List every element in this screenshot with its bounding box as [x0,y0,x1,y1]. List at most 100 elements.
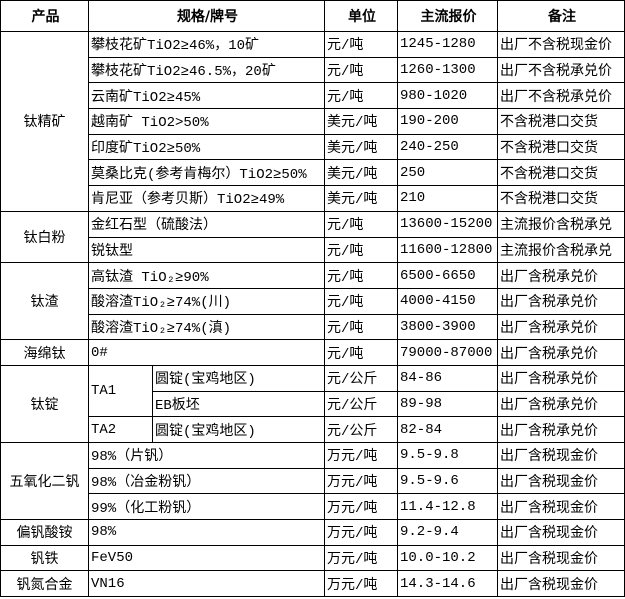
table-row: 五氧化二钒 98%（片钒） 万元/吨 9.5-9.8 出厂含税现金价 [0,441,625,521]
unit-cell: 万元/吨 [324,519,398,546]
unit-cell: 元/公斤 [324,416,398,443]
note-cell: 出厂含税承兑价 [497,390,625,418]
unit-cell: 元/公斤 [324,390,398,418]
table-row: 攀枝花矿TiO2≥46.5%，20矿 元/吨 1260-1300 出厂不含税承兑价 [1,56,625,84]
unit-cell: 元/吨 [324,287,398,315]
grade-cell: TA2 [88,416,153,443]
header-row: 产品 规格/牌号 单位 主流报价 备注 [0,0,625,32]
unit-cell: 元/吨 [324,313,398,341]
grade-cell: TA1 [88,364,153,418]
header-note: 备注 [497,0,625,32]
product-cell: 五氧化二钒 [0,441,89,521]
unit-cell: 元/吨 [324,82,398,110]
note-cell: 出厂含税现金价 [497,544,625,572]
note-cell: 不含税港口交货 [497,185,625,212]
spec-cell: 肯尼亚（参考贝斯）TiO2≥49% [88,185,325,212]
spec-cell: 攀枝花矿TiO2≥46%，10矿 [88,31,325,58]
unit-cell: 万元/吨 [324,570,398,598]
header-price: 主流报价 [397,0,498,32]
spec-cell: 98%（片钒） [88,442,325,469]
spec-cell: 高钛渣 TiO₂≥90% [88,262,325,289]
unit-cell: 元/吨 [324,31,398,58]
unit-cell: 元/吨 [324,262,398,289]
table-row: 钒铁 FeV50 万元/吨 10.0-10.2 出厂含税现金价 [0,544,625,572]
table-row: 钛精矿 攀枝花矿TiO2≥46%，10矿 元/吨 1245-1280 出厂不含税现金价 [0,31,625,212]
price-cell: 190-200 [397,108,498,135]
unit-cell: 美元/吨 [324,108,398,135]
table-row: TA2 圆锭(宝鸡地区) 元/公斤 82-84 出厂含税承兑价 [1,416,625,443]
spec-cell: EB板坯 [152,390,325,418]
note-cell: 出厂不含税承兑价 [497,82,625,110]
note-cell: 不含税港口交货 [497,159,625,187]
note-cell: 主流报价含税承兑 [497,236,625,264]
price-cell: 250 [397,159,498,187]
table-row: 肯尼亚（参考贝斯）TiO2≥49% 美元/吨 210 不含税港口交货 [1,185,625,212]
price-cell: 82-84 [397,416,498,443]
table-row: 莫桑比克(参考肯梅尔）TiO2≥50% 美元/吨 250 不含税港口交货 [1,159,625,187]
table-row: 98%（冶金粉钒） 万元/吨 9.5-9.6 出厂含税现金价 [1,467,625,495]
price-cell: 3800-3900 [397,313,498,341]
price-cell: 210 [397,185,498,212]
table-row: 云南矿TiO2≥45% 元/吨 980-1020 出厂不含税承兑价 [1,82,625,110]
note-cell: 出厂含税现金价 [497,467,625,495]
unit-cell: 万元/吨 [324,467,398,495]
note-cell: 出厂含税现金价 [497,519,625,546]
unit-cell: 元/吨 [324,236,398,264]
spec-cell: 云南矿TiO2≥45% [88,82,325,110]
unit-cell: 美元/吨 [324,133,398,161]
price-cell: 9.2-9.4 [397,519,498,546]
product-cell: 钛锭 [0,364,89,444]
spec-cell: 圆锭(宝鸡地区) [152,416,325,443]
price-cell: 10.0-10.2 [397,544,498,572]
price-cell: 9.5-9.8 [397,442,498,469]
product-cell: 钛白粉 [0,210,89,264]
spec-cell: 攀枝花矿TiO2≥46.5%，20矿 [88,56,325,84]
unit-cell: 万元/吨 [324,493,398,521]
price-cell: 1245-1280 [397,31,498,58]
table-row: 钒氮合金 VN16 万元/吨 14.3-14.6 出厂含税现金价 [0,570,625,598]
table-row: 锐钛型 元/吨 11600-12800 主流报价含税承兑 [1,236,625,264]
note-cell: 出厂含税承兑价 [497,416,625,443]
price-cell: 240-250 [397,133,498,161]
table-row: 酸溶渣TiO₂≥74%(滇) 元/吨 3800-3900 出厂含税承兑价 [1,313,625,341]
product-cell: 钛精矿 [0,31,89,212]
spec-cell: VN16 [88,570,325,598]
price-cell: 11600-12800 [397,236,498,264]
unit-cell: 万元/吨 [324,544,398,572]
product-cell: 钒氮合金 [0,570,89,598]
note-cell: 出厂含税现金价 [497,570,625,598]
table-row: 钛白粉 金红石型（硫酸法） 元/吨 13600-15200 主流报价含税承兑 [0,210,625,264]
unit-cell: 元/吨 [324,339,398,366]
product-cell: 钒铁 [0,544,89,572]
price-cell: 14.3-14.6 [397,570,498,598]
price-cell: 84-86 [397,364,498,392]
price-cell: 79000-87000 [397,339,498,366]
table-row: 酸溶渣TiO₂≥74%(川) 元/吨 4000-4150 出厂含税承兑价 [1,287,625,315]
unit-cell: 美元/吨 [324,185,398,212]
table-row: 99%（化工粉钒） 万元/吨 11.4-12.8 出厂含税现金价 [1,493,625,521]
price-cell: 4000-4150 [397,287,498,315]
spec-cell: 0# [88,339,325,366]
spec-cell: 酸溶渣TiO₂≥74%(川) [88,287,325,315]
price-cell: 13600-15200 [397,210,498,238]
price-cell: 980-1020 [397,82,498,110]
unit-cell: 元/公斤 [324,364,398,392]
note-cell: 出厂不含税现金价 [497,31,625,58]
table-row: 越南矿 TiO2>50% 美元/吨 190-200 不含税港口交货 [1,108,625,135]
spec-cell: 越南矿 TiO2>50% [88,108,325,135]
table-row: 钛锭 TA1 圆锭(宝鸡地区) 元/公斤 84-86 出厂含税承兑价 [0,364,625,444]
spec-cell: 98% [88,519,325,546]
note-cell: 不含税港口交货 [497,108,625,135]
table-row: EB板坯 元/公斤 89-98 出厂含税承兑价 [1,390,625,418]
unit-cell: 元/吨 [324,210,398,238]
price-cell: 1260-1300 [397,56,498,84]
product-cell: 海绵钛 [0,339,89,366]
note-cell: 出厂含税现金价 [497,493,625,521]
spec-cell: 印度矿TiO2≥50% [88,133,325,161]
table-row: 海绵钛 0# 元/吨 79000-87000 出厂含税承兑价 [0,339,625,366]
header-product: 产品 [0,0,89,32]
note-cell: 出厂含税承兑价 [497,287,625,315]
price-cell: 11.4-12.8 [397,493,498,521]
header-spec: 规格/牌号 [88,0,325,32]
unit-cell: 元/吨 [324,56,398,84]
